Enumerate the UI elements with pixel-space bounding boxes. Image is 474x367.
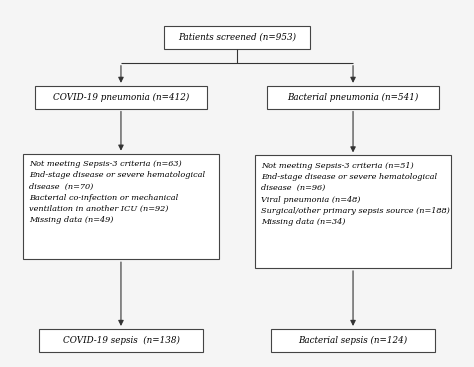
Text: Not meeting Sepsis-3 criteria (n=63)
End-stage disease or severe hematological
d: Not meeting Sepsis-3 criteria (n=63) End…: [29, 160, 205, 224]
FancyBboxPatch shape: [23, 153, 219, 259]
Text: Bacterial sepsis (n=124): Bacterial sepsis (n=124): [299, 336, 408, 345]
Text: COVID-19 sepsis  (n=138): COVID-19 sepsis (n=138): [63, 336, 179, 345]
Text: Not meeting Sepsis-3 criteria (n=51)
End-stage disease or severe hematological
d: Not meeting Sepsis-3 criteria (n=51) End…: [261, 161, 450, 226]
FancyBboxPatch shape: [35, 86, 208, 109]
FancyBboxPatch shape: [39, 329, 203, 352]
Text: Patients screened (n=953): Patients screened (n=953): [178, 33, 296, 42]
FancyBboxPatch shape: [266, 86, 439, 109]
FancyBboxPatch shape: [164, 26, 310, 49]
Text: Bacterial pneumonia (n=541): Bacterial pneumonia (n=541): [287, 92, 419, 102]
FancyBboxPatch shape: [271, 329, 435, 352]
Text: COVID-19 pneumonia (n=412): COVID-19 pneumonia (n=412): [53, 92, 189, 102]
FancyBboxPatch shape: [255, 155, 451, 268]
